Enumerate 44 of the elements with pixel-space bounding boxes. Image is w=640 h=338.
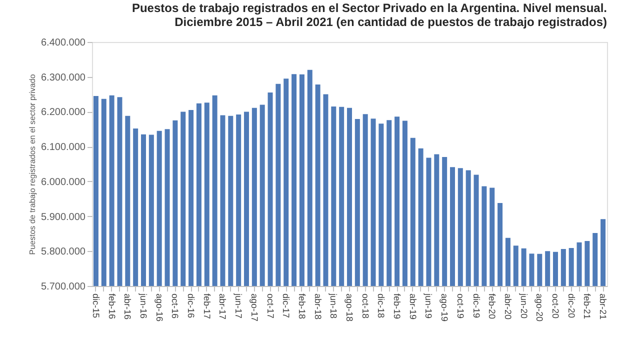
x-tick-label: feb-18: [296, 294, 307, 320]
y-tick-label: 6.000.000: [41, 176, 86, 188]
x-tick-label: ago-17: [249, 294, 260, 322]
y-tick-label: 5.800.000: [41, 246, 86, 258]
x-tick-label: oct-18: [360, 294, 370, 319]
x-tick-label: ago-18: [344, 294, 354, 322]
x-tick-label: feb-16: [106, 294, 117, 320]
x-tick-label: jun-19: [424, 292, 434, 319]
x-tick-label: jun-16: [138, 292, 148, 319]
x-tick-label: feb-17: [202, 294, 212, 320]
text: Diciembre 2015 – Abril 2021 (en cantidad de puestos de trabajo registrados): [174, 15, 607, 29]
x-tick-label: feb-21: [582, 294, 592, 320]
x-tick-label: dic-16: [186, 294, 196, 318]
x-tick-label: oct-17: [265, 294, 276, 319]
x-tick-label: abr-21: [598, 294, 608, 320]
y-tick-label: 6.400.000: [41, 38, 86, 48]
x-tick-label: jun-20: [518, 292, 529, 319]
x-tick-label: dic-19: [471, 294, 482, 318]
x-tick-label: ago-19: [440, 294, 450, 322]
x-tick-label: oct-20: [550, 294, 560, 319]
x-tick-label: abr-20: [502, 294, 513, 320]
x-tick-label: abr-18: [312, 294, 323, 320]
x-tick-label: ago-16: [154, 294, 164, 322]
x-tick-label: feb-19: [392, 294, 402, 320]
x-tick-label: oct-19: [455, 294, 466, 319]
y-tick-label: 5.900.000: [41, 212, 86, 223]
y-tick-label: 5.700.000: [41, 282, 86, 292]
x-tick-label: oct-16: [170, 294, 180, 319]
text: Puestos de trabajo registrados en el Sector Privado en la Argentina. Nivel mensual.: [132, 1, 607, 15]
x-tick-label: abr-17: [218, 294, 228, 320]
y-tick-label: 6.200.000: [41, 107, 86, 118]
x-tick-label: dic-17: [281, 294, 292, 318]
x-tick-label: jun-17: [234, 292, 244, 319]
x-tick-label: feb-20: [487, 294, 498, 320]
y-tick-label: 6.100.000: [41, 142, 86, 154]
x-tick-label: ago-20: [534, 294, 545, 322]
x-tick-label: dic-15: [90, 294, 101, 318]
y-axis-title: Puestos de trabajo registrados en el sector privado: [28, 74, 38, 255]
x-tick-label: jun-18: [328, 292, 339, 319]
x-tick-label: dic-18: [376, 294, 386, 318]
y-tick-label: 6.300.000: [41, 72, 86, 84]
x-tick-label: dic-20: [566, 294, 576, 318]
x-tick-label: abr-16: [122, 294, 133, 320]
x-tick-label: abr-19: [408, 294, 418, 320]
